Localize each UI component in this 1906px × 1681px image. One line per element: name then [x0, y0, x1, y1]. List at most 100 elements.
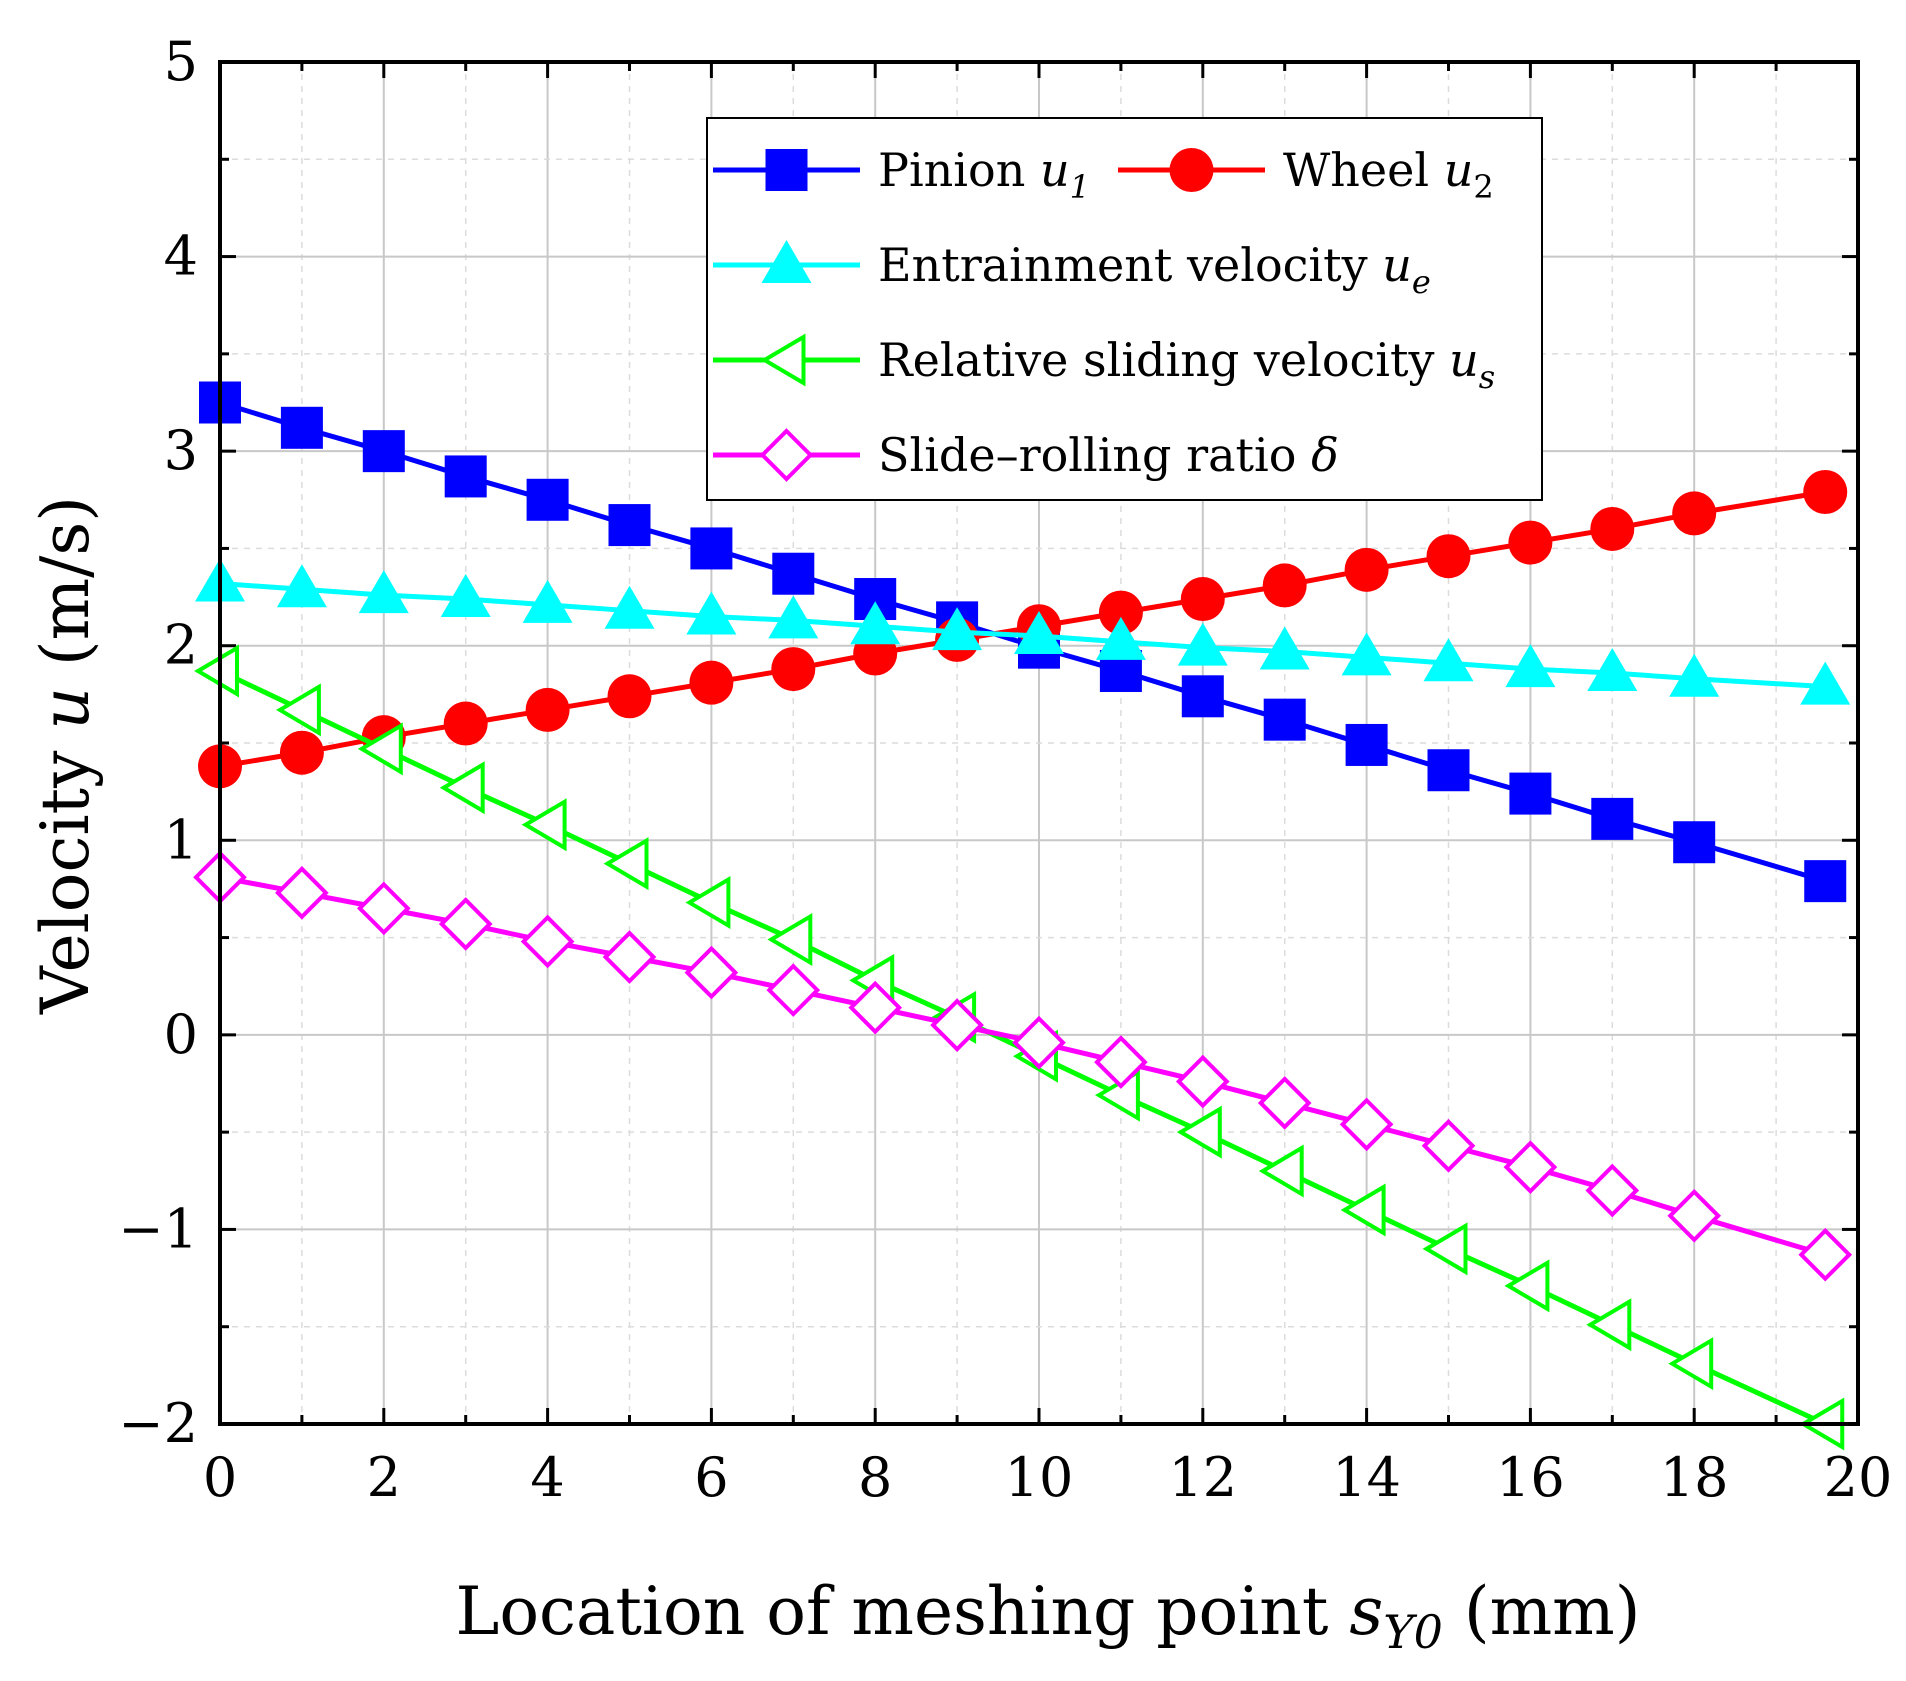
data-point — [1341, 632, 1392, 676]
data-point — [932, 607, 983, 651]
legend-marker-4 — [759, 428, 814, 482]
data-point — [1095, 616, 1146, 660]
data-point — [526, 478, 569, 521]
data-point — [1181, 675, 1224, 718]
data-point — [444, 455, 487, 498]
series-3 — [194, 644, 1845, 1451]
data-point — [690, 527, 733, 570]
data-point — [1263, 698, 1306, 741]
data-point — [930, 998, 984, 1052]
data-point — [1176, 1105, 1222, 1159]
data-point — [1257, 1076, 1312, 1130]
data-point — [1509, 772, 1552, 815]
data-point — [280, 406, 323, 449]
data-point — [848, 980, 903, 1035]
data-point — [362, 430, 405, 473]
data-point — [1177, 622, 1228, 666]
data-point — [1798, 1227, 1853, 1282]
x-tick-label: 0 — [203, 1446, 237, 1509]
data-point — [689, 660, 734, 705]
y-tick-label: 4 — [164, 225, 198, 288]
data-point — [440, 574, 491, 618]
data-point — [1672, 491, 1717, 536]
y-axis-title: Velocity u (m/s) — [27, 496, 104, 1015]
data-point — [1175, 1054, 1230, 1109]
data-point — [358, 570, 409, 614]
legend-label-pinion: Pinion u1 — [878, 143, 1090, 206]
data-point — [850, 601, 901, 645]
data-point — [772, 552, 815, 595]
x-tick-label: 4 — [530, 1446, 564, 1509]
legend: Pinion u1 Wheel u2 Entrainment velocity … — [706, 117, 1543, 501]
data-point — [1668, 1337, 1714, 1391]
data-point — [684, 945, 739, 1000]
data-point — [520, 914, 575, 969]
data-point — [767, 913, 813, 967]
y-tick-label: −1 — [118, 1197, 198, 1260]
x-tick-label: 8 — [858, 1446, 892, 1509]
x-axis-title: Location of meshing point sY0 (mm) — [455, 1573, 1640, 1659]
data-point — [275, 865, 329, 920]
plot-frame — [218, 60, 1860, 1426]
legend-label-slide-rolling: Slide–rolling ratio δ — [878, 428, 1339, 482]
data-point — [1585, 1163, 1640, 1218]
data-point — [525, 687, 570, 732]
x-tick-label: 6 — [694, 1446, 728, 1509]
x-tick-label: 12 — [1168, 1446, 1237, 1509]
data-point — [1426, 534, 1471, 579]
data-point — [1259, 626, 1310, 670]
y-tick-label: 2 — [164, 614, 198, 677]
x-tick-label: 20 — [1824, 1446, 1893, 1509]
data-point — [604, 585, 655, 629]
y-tick-label: −2 — [118, 1392, 198, 1455]
data-point — [1803, 470, 1848, 515]
legend-markers — [713, 148, 1265, 482]
data-point — [1421, 1118, 1476, 1173]
series-layer — [193, 381, 1853, 1451]
data-point — [1340, 1183, 1386, 1237]
data-point — [522, 579, 573, 623]
legend-label-sliding: Relative sliding velocity us — [878, 333, 1495, 396]
series-2 — [195, 558, 1851, 705]
x-tick-label: 18 — [1660, 1446, 1729, 1509]
data-point — [1505, 644, 1556, 688]
legend-label-wheel: Wheel u2 — [1283, 143, 1494, 206]
legend-marker-2 — [761, 240, 812, 283]
legend-marker-0 — [765, 149, 808, 191]
legend-label-entrainment: Entrainment velocity ue — [878, 238, 1431, 301]
data-point — [1800, 661, 1851, 705]
data-point — [1591, 797, 1634, 840]
data-point — [1098, 590, 1143, 635]
legend-marker-1 — [1169, 148, 1214, 192]
data-point — [1590, 506, 1635, 551]
data-point — [1669, 653, 1720, 697]
data-point — [1503, 1140, 1558, 1194]
data-point — [1508, 520, 1553, 565]
data-point — [1345, 723, 1388, 766]
data-point — [356, 881, 411, 936]
data-point — [1258, 1144, 1304, 1198]
data-point — [771, 647, 816, 692]
data-point — [357, 722, 403, 776]
data-point — [1180, 577, 1225, 622]
data-point — [1262, 563, 1307, 608]
data-point — [279, 730, 324, 775]
data-point — [1094, 1035, 1148, 1089]
data-point — [607, 674, 652, 719]
data-point — [1504, 1259, 1550, 1313]
data-point — [1586, 1298, 1632, 1352]
data-point — [443, 701, 488, 746]
data-point — [1339, 1097, 1394, 1152]
data-point — [1673, 821, 1716, 864]
data-point — [768, 595, 819, 639]
data-point — [1804, 860, 1847, 903]
data-point — [685, 876, 731, 930]
data-point — [276, 564, 327, 608]
y-tick-label: 0 — [164, 1003, 198, 1066]
data-point — [1587, 647, 1638, 691]
y-tick-label: 1 — [164, 808, 198, 871]
data-point — [1423, 638, 1474, 682]
x-tick-label: 14 — [1332, 1446, 1401, 1509]
